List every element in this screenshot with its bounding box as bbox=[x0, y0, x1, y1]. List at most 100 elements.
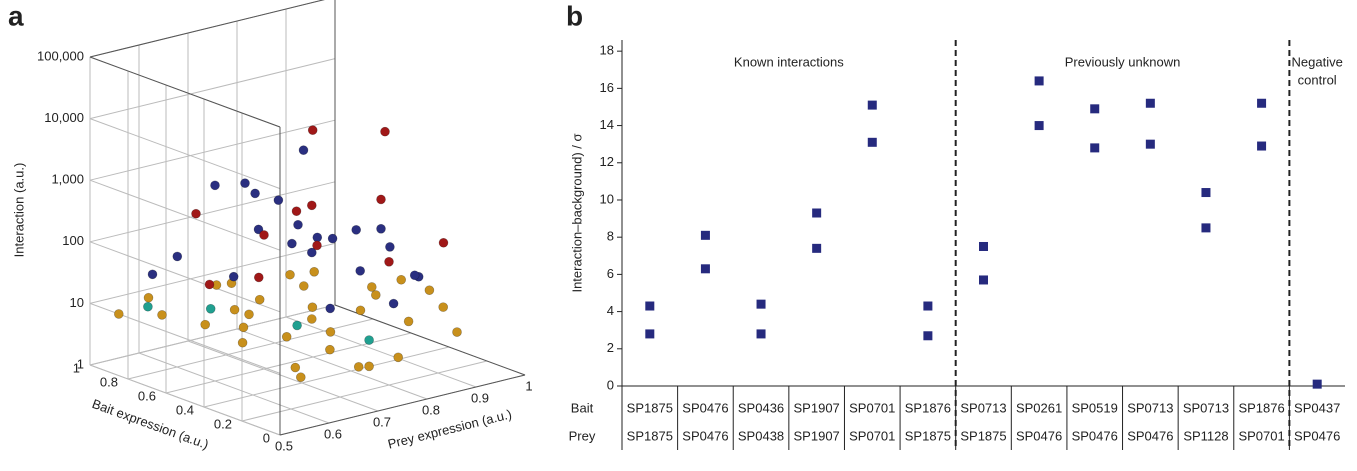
y-tick-label: 10 bbox=[600, 191, 614, 206]
point bbox=[191, 208, 201, 219]
point bbox=[438, 302, 449, 312]
axis-line bbox=[89, 56, 281, 128]
grid-line bbox=[89, 304, 336, 366]
bait-label: SP1907 bbox=[794, 400, 840, 415]
point bbox=[353, 362, 364, 372]
point bbox=[237, 337, 248, 348]
point bbox=[254, 294, 265, 305]
point bbox=[393, 352, 404, 363]
y-tick-label: 6 bbox=[607, 266, 614, 281]
point bbox=[1201, 188, 1211, 198]
point bbox=[376, 194, 386, 205]
point bbox=[114, 309, 124, 319]
y-tick-label: 2 bbox=[607, 340, 614, 355]
point bbox=[376, 224, 386, 234]
point bbox=[157, 310, 167, 320]
point bbox=[396, 274, 407, 285]
bait-label: SP0713 bbox=[1127, 400, 1173, 415]
point bbox=[250, 188, 260, 199]
prey-label: SP1128 bbox=[1183, 428, 1228, 443]
point bbox=[253, 224, 264, 235]
z-tick-label: 10 bbox=[70, 295, 84, 310]
panel-label: b bbox=[566, 0, 583, 31]
grid-line bbox=[89, 58, 336, 120]
prey-label: SP0476 bbox=[1294, 428, 1340, 443]
y-tick-label: 0.2 bbox=[214, 416, 232, 431]
row-label: Bait bbox=[571, 400, 594, 415]
point bbox=[384, 256, 394, 267]
point bbox=[309, 266, 320, 277]
x-tick-label: 0.9 bbox=[471, 390, 489, 405]
point bbox=[979, 241, 988, 251]
z-tick-label: 1 bbox=[77, 356, 84, 371]
prey-label: SP1875 bbox=[627, 428, 673, 443]
grid-line bbox=[127, 318, 374, 380]
point bbox=[307, 125, 318, 135]
grid-line bbox=[89, 242, 336, 304]
point bbox=[210, 180, 220, 191]
point bbox=[290, 362, 301, 373]
y-tick-label: 16 bbox=[600, 80, 614, 95]
point bbox=[355, 266, 366, 276]
x-tick-label: 1 bbox=[525, 378, 532, 393]
point bbox=[229, 304, 240, 315]
point bbox=[370, 290, 381, 300]
point bbox=[1145, 98, 1155, 108]
point bbox=[812, 243, 822, 253]
point bbox=[923, 331, 933, 341]
group-label: control bbox=[1298, 72, 1337, 87]
axis-line bbox=[89, 0, 325, 58]
point bbox=[1257, 141, 1267, 151]
point bbox=[388, 298, 399, 309]
y-tick-label: 12 bbox=[600, 154, 614, 169]
grid-line bbox=[138, 352, 330, 424]
bait-label: SP1876 bbox=[1238, 400, 1284, 415]
point bbox=[1034, 76, 1044, 86]
point bbox=[281, 331, 292, 342]
panel-label: a bbox=[8, 0, 24, 31]
y-tick-label: 1 bbox=[73, 360, 80, 375]
x-axis-label: Prey expression (a.u.) bbox=[386, 406, 513, 451]
point bbox=[351, 225, 362, 235]
point bbox=[306, 314, 317, 324]
group-label: Negative bbox=[1292, 54, 1343, 69]
point bbox=[325, 344, 335, 355]
axis-line bbox=[279, 374, 526, 436]
point bbox=[645, 329, 655, 339]
point bbox=[306, 247, 317, 258]
point bbox=[253, 272, 264, 283]
point bbox=[385, 242, 395, 252]
bait-label: SP0713 bbox=[1183, 400, 1229, 415]
bait-label: SP0437 bbox=[1294, 400, 1340, 415]
point bbox=[867, 137, 877, 147]
grid-line bbox=[89, 241, 281, 313]
axis-line bbox=[334, 304, 526, 376]
point bbox=[143, 301, 153, 312]
point bbox=[1201, 223, 1211, 233]
bait-label: SP0713 bbox=[960, 400, 1006, 415]
x-tick-label: 0.6 bbox=[324, 426, 342, 441]
point bbox=[325, 327, 336, 337]
prey-label: SP0701 bbox=[1238, 428, 1284, 443]
row-label: Prey bbox=[569, 428, 596, 443]
point bbox=[700, 264, 710, 274]
point bbox=[228, 271, 239, 282]
prey-label: SP0476 bbox=[682, 428, 728, 443]
point bbox=[364, 361, 374, 372]
point bbox=[1257, 98, 1267, 108]
point bbox=[259, 230, 269, 240]
point bbox=[366, 282, 377, 292]
point bbox=[1090, 143, 1100, 153]
y-tick-label: 0 bbox=[607, 377, 614, 392]
point bbox=[325, 303, 336, 314]
point bbox=[409, 270, 420, 281]
point bbox=[645, 301, 655, 311]
point bbox=[205, 303, 216, 314]
bait-label: SP0519 bbox=[1072, 400, 1118, 415]
point bbox=[287, 238, 297, 249]
grid-line bbox=[285, 316, 477, 388]
z-axis-label: Interaction (a.u.) bbox=[11, 163, 26, 258]
z-tick-label: 10,000 bbox=[44, 110, 84, 125]
point bbox=[244, 309, 254, 320]
prey-label: SP0438 bbox=[738, 428, 784, 443]
